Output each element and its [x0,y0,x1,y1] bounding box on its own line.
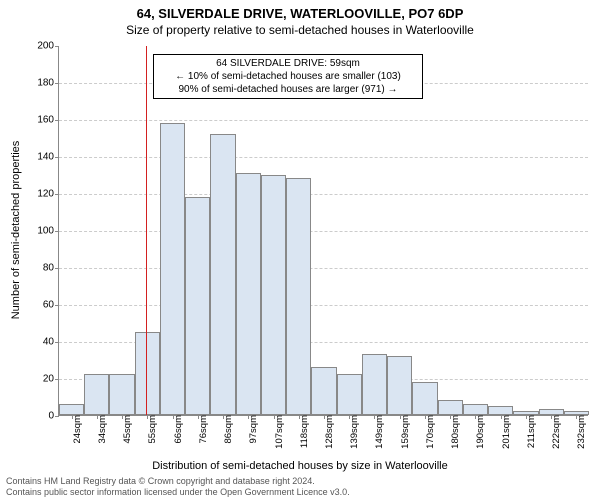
x-tick-label: 107sqm [270,415,285,449]
bar [463,404,488,415]
x-tick-label: 86sqm [219,415,234,444]
bar [337,374,362,415]
y-tick-mark [55,120,59,121]
chart: 02040608010012014016018020024sqm34sqm45s… [58,46,588,416]
annotation-line-2: ← 10% of semi-detached houses are smalle… [160,70,416,83]
plot-area: 02040608010012014016018020024sqm34sqm45s… [58,46,588,416]
x-tick-label: 139sqm [345,415,360,449]
x-tick-label: 66sqm [169,415,184,444]
y-tick-mark [55,379,59,380]
y-axis-label: Number of semi-detached properties [10,141,22,320]
x-tick-label: 170sqm [421,415,436,449]
footer: Contains HM Land Registry data © Crown c… [6,476,350,498]
annotation-box: 64 SILVERDALE DRIVE: 59sqm ← 10% of semi… [153,54,423,99]
footer-line-2: Contains public sector information licen… [6,487,350,498]
grid-line [59,268,588,269]
bar [362,354,387,415]
bar [84,374,109,415]
x-tick-label: 97sqm [244,415,259,444]
y-tick-mark [55,46,59,47]
bar [286,178,311,415]
bar [109,374,134,415]
bar [185,197,210,415]
bar [311,367,336,415]
x-tick-label: 128sqm [320,415,335,449]
x-tick-label: 201sqm [497,415,512,449]
bar [236,173,261,415]
x-tick-label: 76sqm [194,415,209,444]
x-tick-label: 149sqm [370,415,385,449]
footer-line-1: Contains HM Land Registry data © Crown c… [6,476,350,487]
bar [261,175,286,416]
x-tick-label: 211sqm [522,415,537,448]
bar [412,382,437,415]
bar [387,356,412,415]
y-tick-mark [55,342,59,343]
annotation-line-1: 64 SILVERDALE DRIVE: 59sqm [160,57,416,70]
bar [160,123,185,415]
y-tick-mark [55,83,59,84]
page-title: 64, SILVERDALE DRIVE, WATERLOOVILLE, PO7… [0,0,600,21]
page-subtitle: Size of property relative to semi-detach… [0,21,600,37]
y-tick-mark [55,305,59,306]
grid-line [59,194,588,195]
x-tick-label: 232sqm [572,415,587,449]
bar [135,332,160,415]
y-tick-mark [55,194,59,195]
y-tick-mark [55,231,59,232]
x-tick-label: 45sqm [118,415,133,444]
bar [438,400,463,415]
grid-line [59,305,588,306]
x-tick-label: 159sqm [396,415,411,449]
x-tick-label: 55sqm [143,415,158,444]
y-tick-mark [55,416,59,417]
x-tick-label: 222sqm [547,415,562,449]
x-tick-label: 24sqm [68,415,83,444]
reference-line [146,46,147,415]
x-tick-label: 118sqm [295,415,310,448]
bar [59,404,84,415]
x-axis-label: Distribution of semi-detached houses by … [0,460,600,472]
x-tick-label: 34sqm [93,415,108,444]
grid-line [59,120,588,121]
grid-line [59,231,588,232]
y-tick-mark [55,268,59,269]
y-tick-mark [55,157,59,158]
grid-line [59,157,588,158]
bar [210,134,235,415]
x-tick-label: 190sqm [471,415,486,449]
bar [488,406,513,415]
annotation-line-3: 90% of semi-detached houses are larger (… [160,83,416,96]
x-tick-label: 180sqm [446,415,461,449]
